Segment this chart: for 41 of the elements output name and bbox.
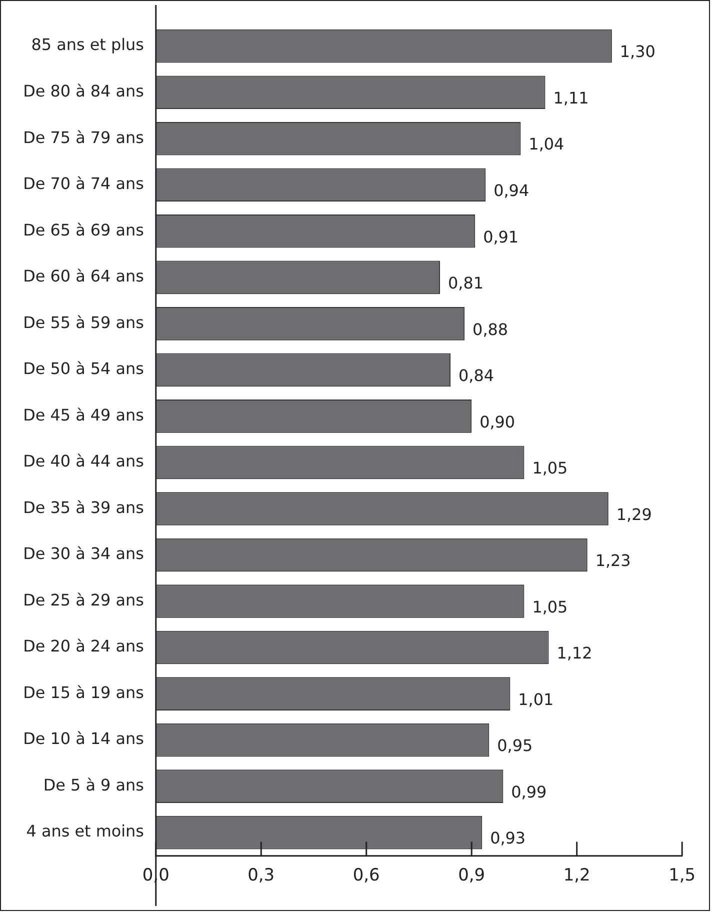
data-label: 0,94 (494, 181, 530, 200)
y-tick-label: De 10 à 14 ans (23, 729, 144, 748)
data-label: 1,05 (532, 458, 568, 478)
y-tick-label: De 35 à 39 ans (23, 498, 144, 517)
y-tick-label: De 65 à 69 ans (23, 220, 144, 240)
y-tick-label: De 50 à 54 ans (23, 359, 144, 378)
y-tick-label: De 75 à 79 ans (23, 128, 144, 147)
y-tick-label: De 40 à 44 ans (23, 452, 144, 471)
data-label: 0,81 (448, 274, 484, 293)
data-label: 0,95 (497, 736, 533, 756)
data-label: 1,01 (518, 690, 554, 709)
x-tick-label: 0,9 (458, 864, 486, 884)
data-label: 1,11 (553, 88, 589, 108)
y-tick-label: De 70 à 74 ans (23, 174, 144, 194)
y-tick-label: 85 ans et plus (31, 35, 144, 54)
y-tick-label: De 60 à 64 ans (23, 266, 144, 286)
x-tick-label: 1,5 (668, 864, 696, 884)
data-label: 0,91 (483, 227, 519, 246)
data-label: 0,88 (472, 320, 508, 339)
data-label: 1,30 (620, 42, 656, 62)
y-tick-label: 4 ans et moins (26, 822, 144, 841)
data-label: 0,93 (490, 828, 526, 848)
x-tick-label: 0,6 (352, 864, 380, 884)
data-label: 1,05 (532, 597, 568, 616)
y-tick-label: De 30 à 34 ans (23, 544, 144, 564)
y-tick-label: De 15 à 19 ans (23, 682, 144, 702)
y-tick-label: De 5 à 9 ans (43, 775, 144, 794)
data-label: 0,99 (511, 782, 547, 802)
y-tick-label: De 80 à 84 ans (23, 81, 144, 100)
x-tick-label: 1,2 (563, 864, 590, 884)
y-tick-label: De 55 à 59 ans (23, 312, 144, 332)
y-tick-label: De 25 à 29 ans (23, 590, 144, 610)
y-tick-label: De 45 à 49 ans (23, 405, 144, 424)
data-label: 1,04 (528, 134, 564, 154)
y-tick-label: De 20 à 24 ans (23, 636, 144, 656)
data-label: 1,23 (595, 551, 631, 570)
data-label: 0,84 (458, 366, 494, 386)
x-tick-label: 0,3 (248, 864, 275, 884)
data-label: 1,29 (616, 504, 652, 524)
data-label: 0,90 (480, 412, 516, 432)
data-label: 1,12 (556, 644, 592, 663)
